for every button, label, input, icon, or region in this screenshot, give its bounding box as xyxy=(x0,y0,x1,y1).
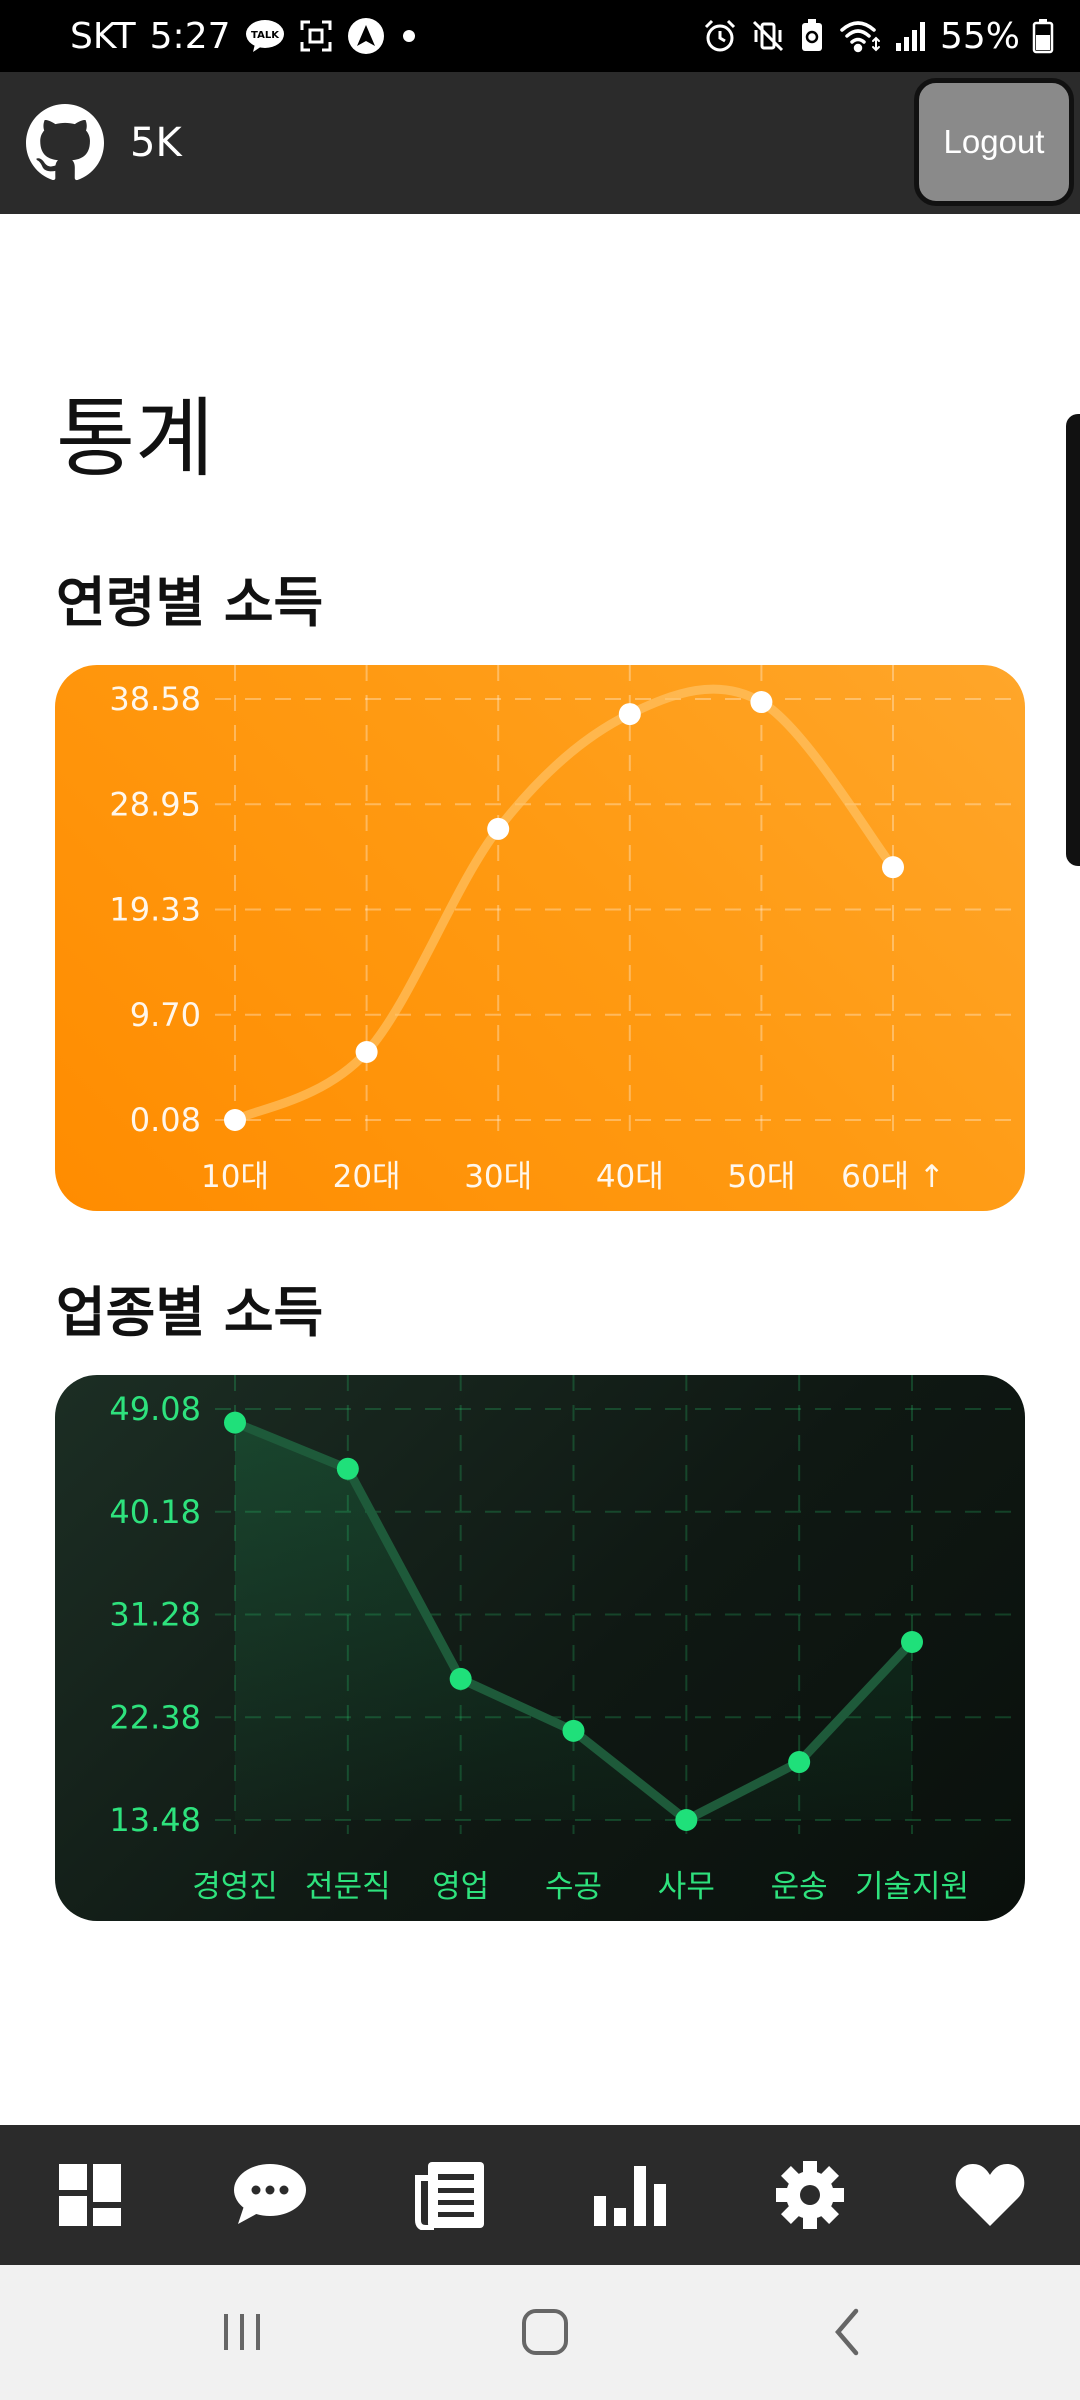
y-tick-label: 28.95 xyxy=(109,785,201,823)
x-tick-label: 전문직 xyxy=(305,1869,391,1905)
edge-panel-handle[interactable] xyxy=(1066,414,1080,866)
data-point xyxy=(224,1109,246,1131)
data-point xyxy=(336,1457,359,1480)
status-bar: SKT 5:27 TALK xyxy=(0,0,1080,72)
gear-icon xyxy=(776,2161,844,2229)
age-income-title: 연령별 소득 xyxy=(56,571,324,634)
x-tick-label: 20대 xyxy=(333,1159,401,1195)
data-point xyxy=(675,1809,698,1831)
recent-apps-icon xyxy=(224,2314,260,2350)
wifi-icon xyxy=(838,18,882,54)
back-icon xyxy=(835,2308,859,2356)
home-icon xyxy=(522,2309,568,2355)
x-tick-label: 40대 xyxy=(596,1159,664,1195)
screenshot-icon xyxy=(299,19,333,53)
page-title: 통계 xyxy=(56,389,215,489)
bar-chart-icon xyxy=(594,2166,666,2226)
x-tick-label: 경영진 xyxy=(192,1869,278,1905)
y-tick-label: 38.58 xyxy=(109,680,201,718)
data-point xyxy=(449,1667,472,1690)
data-point xyxy=(562,1719,585,1742)
industry-income-chart: 49.08 40.18 31.28 22.38 13.48 경영진 전문직 영업 수공 사무 운송 기… xyxy=(55,1375,1025,1921)
x-tick-label: 영업 xyxy=(432,1869,489,1905)
age-income-chart: 38.58 28.95 19.33 9.70 0.08 10대 20대 30대 40대 50대 60… xyxy=(55,665,1025,1211)
heart-icon xyxy=(955,2164,1025,2226)
y-tick-label: 19.33 xyxy=(109,891,201,929)
kakaotalk-icon: TALK xyxy=(245,19,285,53)
chart-grid xyxy=(215,665,1025,1134)
bottom-nav xyxy=(0,2125,1080,2265)
series-line xyxy=(230,684,898,1125)
github-logo-icon[interactable] xyxy=(26,104,104,182)
dashboard-icon xyxy=(59,2164,121,2226)
data-point xyxy=(224,1411,246,1434)
x-tick-label: 사무 xyxy=(658,1869,715,1905)
data-point xyxy=(788,1751,811,1774)
data-point xyxy=(355,1040,378,1063)
y-tick-label: 9.70 xyxy=(130,996,201,1034)
system-nav-bar xyxy=(0,2265,1080,2400)
battery-percent: 55% xyxy=(939,15,1020,57)
data-point xyxy=(901,1630,923,1653)
alarm-icon xyxy=(702,18,738,54)
x-tick-label: 기술지원 xyxy=(855,1869,969,1905)
y-tick-label: 0.08 xyxy=(130,1101,201,1139)
status-right: 55% xyxy=(702,0,1054,72)
x-tick-label: 30대 xyxy=(464,1159,532,1195)
nav-stats-button[interactable] xyxy=(580,2145,680,2245)
x-tick-label: 60대 ↑ xyxy=(841,1159,945,1195)
data-point xyxy=(882,856,904,879)
status-left: SKT 5:27 TALK xyxy=(70,0,419,72)
app-title: 5K xyxy=(130,120,182,166)
navigation-app-icon xyxy=(347,17,385,55)
x-tick-label: 수공 xyxy=(545,1869,602,1905)
nav-favorites-button[interactable] xyxy=(940,2145,1040,2245)
battery-icon xyxy=(1032,18,1054,54)
chat-icon xyxy=(234,2164,306,2224)
vibrate-mute-icon xyxy=(750,18,786,54)
carrier-label: SKT xyxy=(70,15,136,57)
data-point xyxy=(750,691,773,714)
app-bar: 5K Logout xyxy=(0,72,1080,214)
y-tick-label: 40.18 xyxy=(109,1493,201,1531)
data-point xyxy=(618,703,641,726)
series-area xyxy=(235,1422,912,1820)
home-button[interactable] xyxy=(505,2297,585,2367)
x-tick-label: 10대 xyxy=(201,1159,269,1195)
recent-apps-button[interactable] xyxy=(202,2297,282,2367)
nav-chat-button[interactable] xyxy=(220,2145,320,2245)
battery-saver-icon xyxy=(798,18,826,54)
signal-icon xyxy=(894,19,928,53)
industry-income-chart-svg: 49.08 40.18 31.28 22.38 13.48 경영진 전문직 영업 수공 사무 운송 기… xyxy=(109,1375,1025,1905)
y-tick-label: 22.38 xyxy=(109,1698,201,1736)
y-tick-label: 31.28 xyxy=(109,1596,201,1634)
talk-badge-text: TALK xyxy=(251,30,280,41)
nav-settings-button[interactable] xyxy=(760,2145,860,2245)
data-point xyxy=(487,817,510,840)
x-tick-label: 운송 xyxy=(771,1869,828,1905)
x-tick-label: 50대 xyxy=(727,1159,795,1195)
industry-income-title: 업종별 소득 xyxy=(56,1281,324,1344)
y-tick-label: 13.48 xyxy=(109,1801,201,1839)
logout-button[interactable]: Logout xyxy=(914,78,1074,206)
nav-dashboard-button[interactable] xyxy=(40,2145,140,2245)
back-button[interactable] xyxy=(808,2297,888,2367)
clock: 5:27 xyxy=(149,15,231,57)
y-tick-label: 49.08 xyxy=(109,1390,201,1428)
nav-news-button[interactable] xyxy=(400,2145,500,2245)
notification-dot-icon xyxy=(399,26,419,46)
news-icon xyxy=(415,2162,484,2230)
